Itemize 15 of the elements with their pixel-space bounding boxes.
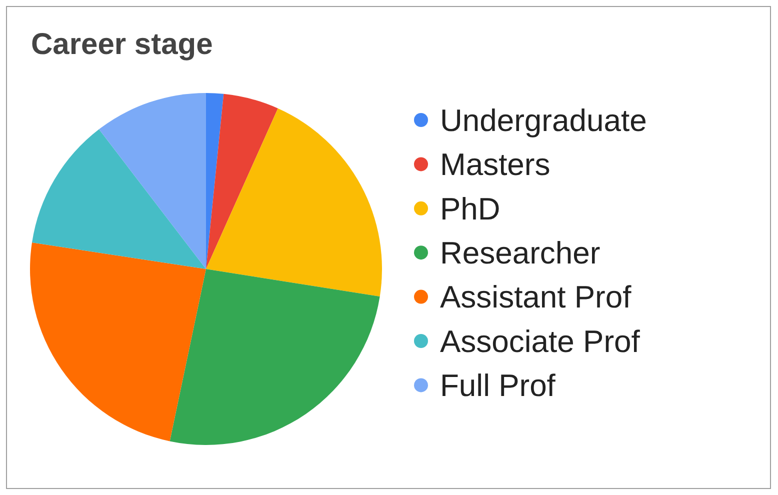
legend-label: Associate Prof [440,324,640,359]
legend-label: PhD [440,191,500,226]
pie-slice [99,93,206,269]
chart-title: Career stage [31,28,213,61]
pie-slice [206,93,224,269]
legend-label: Masters [440,147,550,182]
pie-slice [30,242,206,442]
legend-label: Undergraduate [440,102,647,138]
pie-slice [206,94,278,269]
legend-label: Assistant Prof [440,280,632,315]
legend-label: Researcher [440,235,600,270]
pie-slice [206,108,382,297]
pie-slice [170,269,380,445]
legend-label: Full Prof [440,368,556,404]
pie-slice [32,129,206,269]
